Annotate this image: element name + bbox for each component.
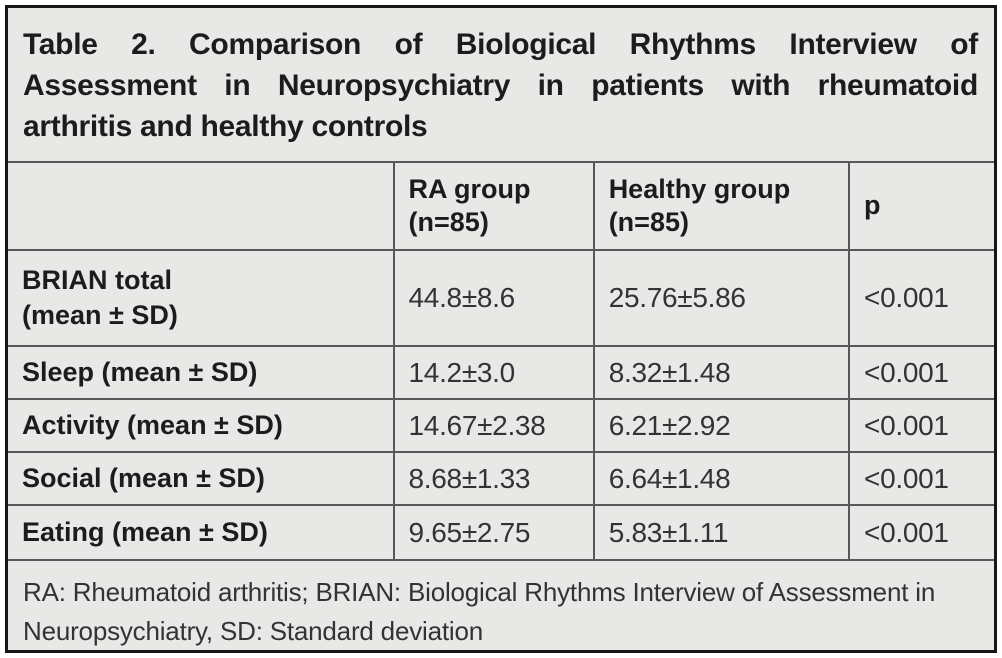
- cell-p-value: <0.001: [848, 506, 994, 560]
- table-row-eating: Eating (mean ± SD) 9.65±2.75 5.83±1.11 <…: [8, 504, 994, 560]
- table-row-brian-total: BRIAN total (mean ± SD) 44.8±8.6 25.76±5…: [8, 249, 994, 346]
- column-header-ra-group: RA group (n=85): [392, 163, 593, 250]
- cell-ra-value: 44.8±8.6: [392, 251, 593, 346]
- cell-healthy-value: 6.21±2.92: [592, 400, 848, 452]
- cell-ra-value: 14.67±2.38: [392, 400, 593, 452]
- cell-ra-value: 8.68±1.33: [392, 453, 593, 505]
- row-label: Activity (mean ± SD): [22, 410, 283, 441]
- cell-p-value: <0.001: [848, 347, 994, 399]
- table-2-frame: Table 2. Comparison of Biological Rhythm…: [5, 5, 997, 653]
- table-header-row: RA group (n=85) Healthy group (n=85) p: [8, 161, 994, 250]
- row-label: Eating (mean ± SD): [22, 517, 268, 548]
- row-label: Sleep (mean ± SD): [22, 357, 258, 388]
- table-footnote: RA: Rheumatoid arthritis; BRIAN: Biologi…: [8, 559, 994, 650]
- cell-healthy-value: 8.32±1.48: [592, 347, 848, 399]
- table-row-sleep: Sleep (mean ± SD) 14.2±3.0 8.32±1.48 <0.…: [8, 345, 994, 399]
- cell-p-value: <0.001: [848, 251, 994, 346]
- row-label: BRIAN total (mean ± SD): [22, 265, 178, 331]
- cell-p-value: <0.001: [848, 400, 994, 452]
- column-header-healthy-group: Healthy group (n=85): [592, 163, 848, 250]
- table-row-activity: Activity (mean ± SD) 14.67±2.38 6.21±2.9…: [8, 398, 994, 452]
- cell-healthy-value: 5.83±1.11: [592, 506, 848, 560]
- row-label: Social (mean ± SD): [22, 463, 265, 494]
- column-header-p: p: [848, 163, 994, 250]
- cell-healthy-value: 6.64±1.48: [592, 453, 848, 505]
- table-row-social: Social (mean ± SD) 8.68±1.33 6.64±1.48 <…: [8, 451, 994, 505]
- cell-ra-value: 9.65±2.75: [392, 506, 593, 560]
- table-title: Table 2. Comparison of Biological Rhythm…: [23, 28, 978, 144]
- cell-p-value: <0.001: [848, 453, 994, 505]
- cell-ra-value: 14.2±3.0: [392, 347, 593, 399]
- column-header-empty: [8, 163, 393, 249]
- cell-healthy-value: 25.76±5.86: [592, 251, 848, 346]
